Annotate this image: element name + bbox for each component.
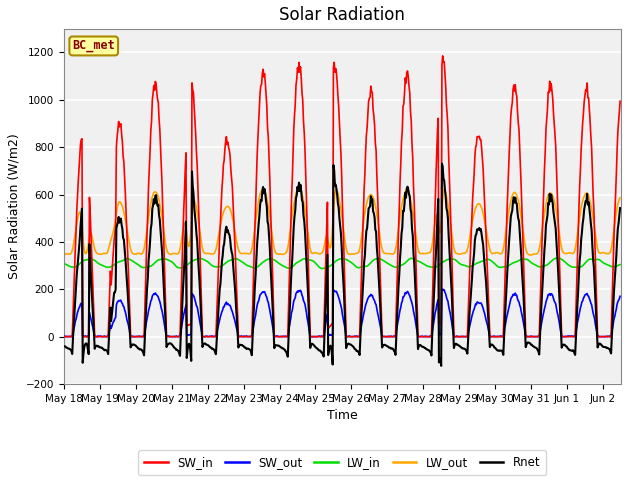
LW_out (63, 251, 70, 257)
Line: Rnet: Rnet (64, 164, 620, 366)
Rnet (438, 161, 446, 167)
Title: Solar Radiation: Solar Radiation (280, 6, 405, 24)
SW_out (139, 333, 147, 339)
SW_in (460, 334, 467, 339)
Line: LW_out: LW_out (64, 187, 620, 255)
LW_in (319, 265, 327, 271)
SW_in (439, 53, 447, 59)
LW_in (318, 265, 326, 271)
LW_out (527, 252, 535, 258)
Text: BC_met: BC_met (72, 39, 115, 52)
SW_out (60, 333, 68, 339)
SW_out (474, 300, 482, 305)
Line: SW_in: SW_in (64, 56, 620, 336)
SW_in (616, 98, 624, 104)
LW_in (298, 257, 305, 263)
SW_out (616, 293, 624, 299)
LW_in (63, 262, 70, 267)
SW_in (298, 75, 305, 81)
LW_out (319, 248, 327, 254)
LW_out (616, 195, 624, 201)
Rnet (474, 227, 482, 233)
SW_in (138, 334, 146, 339)
SW_in (318, 334, 326, 339)
LW_in (460, 262, 467, 268)
SW_in (60, 334, 68, 339)
Rnet (318, 350, 326, 356)
LW_in (60, 261, 68, 267)
SW_out (92, 334, 100, 339)
SW_in (473, 134, 481, 140)
LW_in (473, 260, 481, 266)
Rnet (437, 363, 445, 369)
Y-axis label: Solar Radiation (W/m2): Solar Radiation (W/m2) (7, 133, 20, 279)
Legend: SW_in, SW_out, LW_in, LW_out, Rnet: SW_in, SW_out, LW_in, LW_out, Rnet (138, 450, 547, 475)
SW_out (439, 286, 447, 292)
Rnet (298, 189, 305, 194)
SW_in (63, 334, 70, 339)
Line: SW_out: SW_out (64, 289, 620, 336)
SW_out (461, 334, 468, 339)
Rnet (60, 343, 68, 349)
LW_out (473, 202, 481, 208)
X-axis label: Time: Time (327, 409, 358, 422)
Rnet (616, 205, 624, 211)
LW_out (460, 251, 467, 256)
SW_out (319, 334, 327, 339)
Line: LW_in: LW_in (64, 258, 620, 268)
SW_out (63, 334, 70, 339)
SW_out (298, 292, 306, 298)
LW_out (60, 252, 68, 258)
LW_in (138, 264, 146, 270)
LW_in (616, 262, 624, 267)
LW_out (138, 251, 146, 257)
LW_out (295, 184, 303, 190)
Rnet (63, 345, 70, 350)
Rnet (461, 346, 468, 352)
LW_in (554, 255, 561, 261)
LW_out (298, 191, 306, 196)
Rnet (138, 347, 146, 353)
